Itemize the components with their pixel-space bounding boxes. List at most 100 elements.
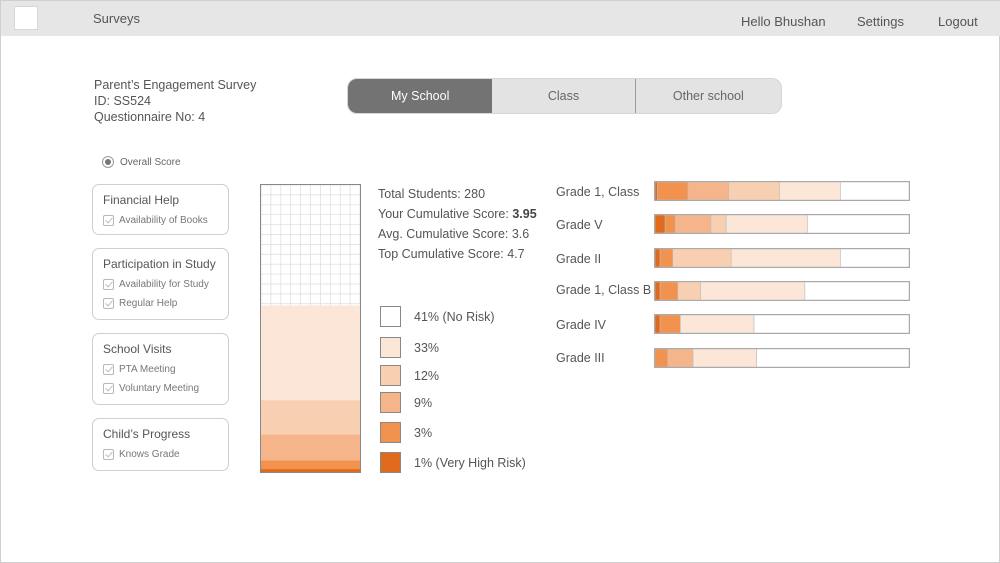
logo[interactable] bbox=[14, 6, 38, 30]
bar-segment bbox=[655, 282, 661, 300]
bar-segment bbox=[664, 215, 676, 233]
grade-bar-3[interactable] bbox=[654, 248, 910, 268]
bar-segment bbox=[725, 215, 808, 233]
bar-segment bbox=[756, 349, 909, 367]
waffle-band bbox=[261, 460, 360, 472]
item-label: Regular Help bbox=[119, 298, 178, 309]
bar-segment bbox=[672, 249, 732, 267]
category-item[interactable]: Regular Help bbox=[103, 294, 218, 313]
legend-swatch bbox=[380, 452, 401, 473]
checkbox-icon[interactable] bbox=[103, 364, 114, 375]
grade-bar-svg bbox=[655, 249, 909, 267]
legend-very-high-risk: 1% (Very High Risk) bbox=[380, 452, 526, 473]
top-bar: Surveys Hello Bhushan Settings Logout bbox=[1, 1, 1000, 36]
legend-swatch bbox=[380, 337, 401, 358]
grade-label-6[interactable]: Grade III bbox=[556, 351, 605, 365]
legend-12: 12% bbox=[380, 365, 439, 386]
grade-bar-svg bbox=[655, 215, 909, 233]
grade-bar-5[interactable] bbox=[654, 314, 910, 334]
grade-bar-1[interactable] bbox=[654, 181, 910, 201]
bar-segment bbox=[655, 315, 661, 333]
your-score-value: 3.95 bbox=[512, 207, 537, 221]
legend-3: 3% bbox=[380, 422, 432, 443]
grade-bar-2[interactable] bbox=[654, 214, 910, 234]
bar-segment bbox=[659, 282, 679, 300]
logout-link[interactable]: Logout bbox=[938, 14, 978, 29]
checkbox-icon[interactable] bbox=[103, 215, 114, 226]
overall-score-label: Overall Score bbox=[120, 156, 181, 168]
bar-segment bbox=[655, 349, 668, 367]
bar-segment bbox=[659, 315, 681, 333]
overall-score-option[interactable]: Overall Score bbox=[102, 156, 181, 168]
grade-bar-6[interactable] bbox=[654, 348, 910, 368]
waffle-band bbox=[261, 469, 360, 472]
category-item[interactable]: PTA Meeting bbox=[103, 360, 218, 379]
legend-33: 33% bbox=[380, 337, 439, 358]
category-childs-progress[interactable]: Child’s Progress Knows Grade bbox=[92, 418, 229, 471]
radio-icon[interactable] bbox=[102, 156, 114, 168]
grade-label-1[interactable]: Grade 1, Class bbox=[556, 185, 640, 199]
category-item[interactable]: Voluntary Meeting bbox=[103, 379, 218, 398]
bar-segment bbox=[840, 182, 909, 200]
legend-9: 9% bbox=[380, 392, 432, 413]
legend-label: 9% bbox=[414, 395, 433, 410]
bar-segment bbox=[807, 215, 909, 233]
grade-bar-svg bbox=[655, 315, 909, 333]
category-title: Financial Help bbox=[103, 193, 180, 207]
bar-segment bbox=[753, 315, 909, 333]
grade-bar-svg bbox=[655, 282, 909, 300]
bar-segment bbox=[677, 282, 702, 300]
tab-other-school[interactable]: Other school bbox=[672, 89, 744, 103]
total-students: Total Students: 280 bbox=[378, 187, 486, 201]
legend-swatch bbox=[380, 392, 401, 413]
bar-segment bbox=[804, 282, 909, 300]
legend-swatch bbox=[380, 365, 401, 386]
category-item[interactable]: Knows Grade bbox=[103, 445, 218, 464]
grade-label-2[interactable]: Grade V bbox=[556, 218, 603, 232]
bar-segment bbox=[667, 349, 694, 367]
category-financial-help[interactable]: Financial Help Availability of Books bbox=[92, 184, 229, 235]
risk-waffle-chart bbox=[260, 184, 361, 473]
checkbox-icon[interactable] bbox=[103, 383, 114, 394]
category-item[interactable]: Availability for Study bbox=[103, 275, 218, 294]
grade-label-5[interactable]: Grade IV bbox=[556, 318, 607, 332]
bar-segment bbox=[710, 215, 727, 233]
item-label: Availability for Study bbox=[119, 279, 209, 290]
item-label: Availability of Books bbox=[119, 215, 208, 226]
grade-bar-svg bbox=[655, 182, 909, 200]
bar-segment bbox=[730, 249, 841, 267]
checkbox-icon[interactable] bbox=[103, 449, 114, 460]
legend-swatch bbox=[380, 306, 401, 327]
tab-my-school[interactable]: My School bbox=[348, 79, 493, 113]
your-score: Your Cumulative Score: 3.95 bbox=[378, 207, 537, 221]
legend-label: 1% (Very High Risk) bbox=[414, 455, 526, 470]
legend-label: 12% bbox=[414, 368, 440, 383]
questionnaire-number: Questionnaire No: 4 bbox=[94, 110, 206, 124]
bar-segment bbox=[675, 215, 712, 233]
item-label: Voluntary Meeting bbox=[119, 383, 200, 394]
greeting-link[interactable]: Hello Bhushan bbox=[741, 14, 826, 29]
grade-bar-svg bbox=[655, 349, 909, 367]
survey-id: ID: SS524 bbox=[94, 94, 151, 108]
category-participation-in-study[interactable]: Participation in Study Availability for … bbox=[92, 248, 229, 320]
legend-no-risk: 41% (No Risk) bbox=[380, 306, 495, 327]
checkbox-icon[interactable] bbox=[103, 298, 114, 309]
bar-segment bbox=[655, 182, 658, 200]
bar-segment bbox=[659, 249, 674, 267]
survey-info: Parent’s Engagement Survey ID: SS524 Que… bbox=[94, 77, 256, 125]
score-stats: Total Students: 280 Your Cumulative Scor… bbox=[378, 184, 537, 264]
waffle-svg bbox=[261, 185, 360, 472]
settings-link[interactable]: Settings bbox=[857, 14, 904, 29]
grade-bar-4[interactable] bbox=[654, 281, 910, 301]
item-label: Knows Grade bbox=[119, 449, 180, 460]
grade-label-4[interactable]: Grade 1, Class B bbox=[556, 283, 652, 297]
category-item[interactable]: Availability of Books bbox=[103, 211, 218, 230]
legend-label: 41% (No Risk) bbox=[414, 309, 495, 324]
brand-title[interactable]: Surveys bbox=[93, 11, 140, 26]
category-school-visits[interactable]: School Visits PTA Meeting Voluntary Meet… bbox=[92, 333, 229, 405]
checkbox-icon[interactable] bbox=[103, 279, 114, 290]
tab-class[interactable]: Class bbox=[492, 79, 636, 113]
grade-label-3[interactable]: Grade II bbox=[556, 252, 602, 266]
legend-swatch bbox=[380, 422, 401, 443]
survey-title: Parent’s Engagement Survey bbox=[94, 78, 257, 92]
